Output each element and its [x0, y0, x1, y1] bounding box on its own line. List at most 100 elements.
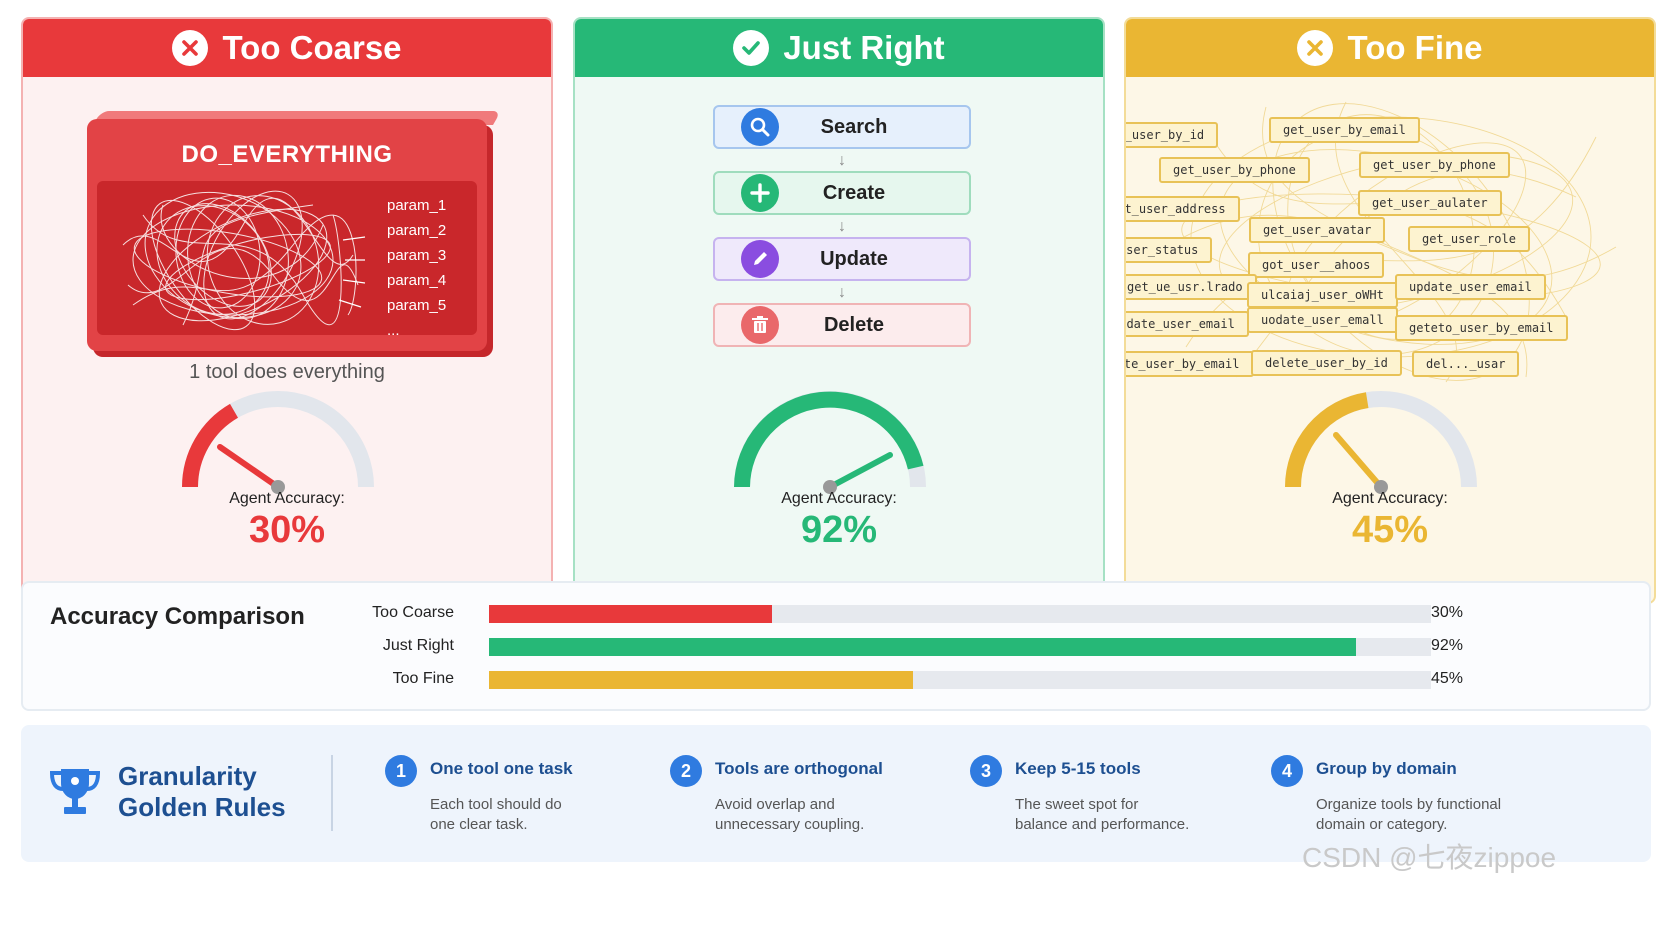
- pencil-icon: [741, 240, 779, 278]
- comparison-row-value: 92%: [1431, 637, 1464, 654]
- param-item: param_4: [387, 272, 447, 289]
- fine-tool-tag: get_user_by_phone: [1159, 157, 1310, 183]
- comparison-row-label: Too Coarse: [372, 604, 454, 621]
- accuracy-label: Agent Accuracy:: [1332, 490, 1448, 507]
- comparison-row-value: 30%: [1431, 604, 1464, 621]
- fine-tool-tag: get_ue_usr.lrado: [1126, 274, 1257, 300]
- arrow-down-icon: ↓: [838, 152, 846, 169]
- rules-title-line: Golden Rules: [118, 792, 286, 822]
- x-circle-icon: [172, 30, 209, 66]
- fine-tool-tag: get_user_by_phone: [1359, 152, 1510, 178]
- rule-description: Organize tools by functional domain or c…: [1316, 796, 1502, 833]
- panel-caption: 1 tool does everything: [189, 361, 385, 383]
- accuracy-gauge: [1285, 391, 1477, 494]
- rule-heading: Keep 5-15 tools: [1015, 759, 1141, 778]
- rules-title: Granularity Golden Rules: [118, 761, 286, 823]
- check-circle-icon: [733, 30, 770, 66]
- panel-just-right: Just Right Search ↓ Create ↓ Update ↓: [573, 17, 1105, 604]
- panel-too-fine: Too Fine: [1124, 17, 1656, 604]
- fine-tool-tag: geteto_user_by_email: [1395, 315, 1568, 341]
- rule-number: 2: [670, 755, 702, 787]
- rule-number: 1: [385, 755, 417, 787]
- comparison-track: [489, 671, 1431, 689]
- comparison-bar: [489, 671, 913, 689]
- monolith-tool-block: DO_EVERYTHING: [87, 111, 502, 351]
- accuracy-value: 92%: [800, 509, 878, 551]
- rule-heading: Group by domain: [1316, 759, 1457, 778]
- fine-tool-tag: delete_user_by_id: [1251, 350, 1402, 376]
- rules-title-line: Granularity: [118, 761, 257, 791]
- comparison-row: Too Coarse 30%: [23, 603, 1649, 625]
- tool-update: Update: [713, 237, 971, 281]
- fine-tool-tag: get_user_address: [1126, 196, 1240, 222]
- fine-tool-tag: get_user_aulater: [1358, 190, 1502, 216]
- panel-header: Just Right: [575, 19, 1103, 77]
- fine-tool-tag: get_user_status: [1126, 237, 1213, 263]
- param-item: param_2: [387, 222, 447, 239]
- trash-icon: [741, 306, 779, 344]
- tool-label: Search: [820, 115, 888, 138]
- fine-tool-tag: get_user_role: [1408, 226, 1530, 252]
- panel-title: Just Right: [783, 29, 945, 66]
- panel-title: Too Coarse: [222, 29, 402, 66]
- tool-label: Delete: [823, 313, 885, 336]
- accuracy-value: 30%: [248, 509, 326, 551]
- accuracy-value: 45%: [1351, 509, 1429, 551]
- comparison-track: [489, 638, 1431, 656]
- rule-heading: Tools are orthogonal: [715, 759, 883, 778]
- tool-label: Create: [822, 181, 886, 204]
- fine-tool-tag: delete_user_by_email: [1126, 351, 1254, 377]
- accuracy-gauge: [182, 391, 374, 494]
- fine-tool-tag: get_user_by_email: [1269, 117, 1420, 143]
- rule-description: Each tool should do one clear task.: [430, 796, 562, 833]
- arrow-down-icon: ↓: [838, 284, 846, 301]
- fine-tool-tag: get_user_avatar: [1249, 217, 1386, 243]
- param-item: param_5: [387, 297, 447, 314]
- accuracy-comparison: Accuracy Comparison Too Coarse 30% Just …: [21, 581, 1651, 711]
- x-circle-icon: [1297, 30, 1334, 66]
- arrow-down-icon: ↓: [838, 218, 846, 235]
- tool-delete: Delete: [713, 303, 971, 347]
- monolith-tool-name: DO_EVERYTHING: [181, 141, 393, 168]
- comparison-row-label: Just Right: [382, 637, 454, 654]
- fine-tools-cloud: get_user_by_id get_user_by_email get_use…: [1126, 97, 1636, 387]
- panel-title: Too Fine: [1347, 29, 1483, 66]
- rule-description: The sweet spot for balance and performan…: [1015, 796, 1190, 833]
- fine-tool-tag: get_user_by_id: [1126, 122, 1219, 148]
- divider: [331, 755, 333, 831]
- param-item: param_3: [387, 247, 447, 264]
- comparison-row: Just Right 92%: [23, 636, 1649, 658]
- rule-heading: One tool one task: [430, 759, 573, 778]
- comparison-bar: [489, 638, 1356, 656]
- accuracy-label: Agent Accuracy:: [229, 490, 345, 507]
- watermark: CSDN @七夜zippoe: [1302, 842, 1557, 873]
- search-icon: [741, 108, 779, 146]
- comparison-row-label: Too Fine: [392, 670, 454, 687]
- rule-description: Avoid overlap and unnecessary coupling.: [715, 796, 865, 833]
- fine-tool-tag: got_user__ahoos: [1248, 252, 1385, 278]
- golden-rules: Granularity Golden Rules 1 One tool one …: [21, 725, 1651, 862]
- tangled-lines-icon: [122, 190, 366, 331]
- panel-too-coarse: Too Coarse DO_EVERYTHING: [21, 17, 553, 604]
- fine-tool-tag: ulcaiaj_user_oWHt: [1247, 282, 1398, 308]
- fine-tool-tag: uodate_user_emall: [1247, 307, 1398, 333]
- plus-icon: [741, 174, 779, 212]
- param-item: param_1: [387, 197, 447, 214]
- tool-search: Search: [713, 105, 971, 149]
- comparison-row-value: 45%: [1431, 670, 1464, 687]
- panel-header: Too Coarse: [23, 19, 551, 77]
- rule-number: 3: [970, 755, 1002, 787]
- panel-header: Too Fine: [1126, 19, 1654, 77]
- comparison-track: [489, 605, 1431, 623]
- tool-label: Update: [820, 247, 888, 270]
- comparison-bar: [489, 605, 772, 623]
- accuracy-label: Agent Accuracy:: [781, 490, 897, 507]
- param-list: param_1 param_2 param_3 param_4 param_5 …: [387, 193, 446, 343]
- comparison-title: Accuracy Comparison: [50, 603, 305, 630]
- param-item: ...: [387, 322, 400, 339]
- fine-tool-tag: update_user_email: [1395, 274, 1546, 300]
- fine-tool-tag: update_user_email: [1126, 311, 1249, 337]
- comparison-row: Too Fine 45%: [23, 669, 1649, 691]
- rule-number: 4: [1271, 755, 1303, 787]
